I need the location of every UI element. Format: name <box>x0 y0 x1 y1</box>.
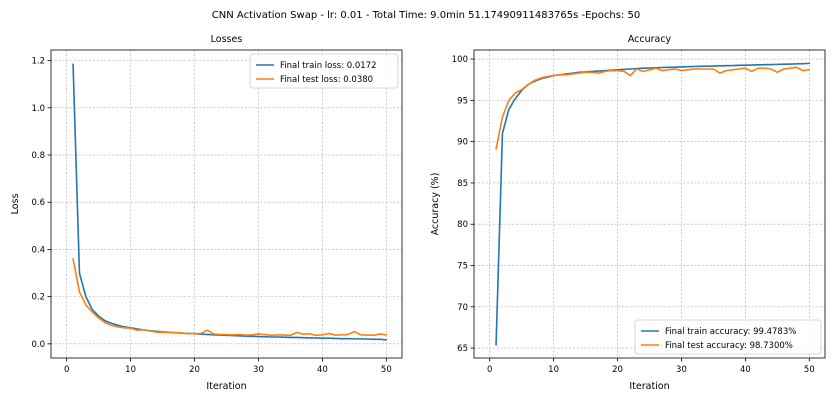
accuracy-ytick-label-4: 85 <box>457 179 468 189</box>
accuracy-ytick-label-1: 70 <box>457 303 468 313</box>
losses-xtick-label-5: 50 <box>381 365 392 375</box>
losses-series-1-line <box>72 258 388 337</box>
losses-ytick-label-5: 1.0 <box>31 104 45 114</box>
losses-xtick-label-1: 10 <box>125 365 136 375</box>
losses-panel: 0 10 20 30 40 50 0.0 0.2 0.4 0.6 0.8 1.0 1.2 Losses It… <box>10 34 403 392</box>
losses-xlabel: Iteration <box>206 381 246 392</box>
accuracy-series-1-line <box>495 66 811 150</box>
accuracy-xtick-label-4: 40 <box>740 365 751 375</box>
losses-ytick-label-2: 0.4 <box>31 245 45 255</box>
accuracy-legend-label-1: Final test accuracy: 98.7300% <box>665 341 793 351</box>
losses-ytick-label-3: 0.6 <box>31 198 45 208</box>
losses-ylabel: Loss <box>10 194 21 215</box>
accuracy-ytick-label-5: 90 <box>457 138 468 148</box>
accuracy-legend-label-0: Final train accuracy: 99.4783% <box>665 327 796 337</box>
accuracy-axes-frame <box>473 49 826 359</box>
losses-legend-label-0: Final train loss: 0.0172 <box>280 61 377 71</box>
accuracy-ytick-label-6: 95 <box>457 96 468 106</box>
accuracy-xtick-label-5: 50 <box>804 365 815 375</box>
accuracy-xlabel: Iteration <box>629 381 669 392</box>
losses-xtick-label-0: 0 <box>64 365 69 375</box>
accuracy-ytick-label-0: 65 <box>457 344 468 354</box>
accuracy-ylabel: Accuracy (%) <box>430 173 441 236</box>
losses-ytick-label-1: 0.2 <box>31 293 45 303</box>
accuracy-xtick-label-1: 10 <box>548 365 559 375</box>
losses-legend-label-1: Final test loss: 0.0380 <box>280 75 373 85</box>
losses-title: Losses <box>211 34 243 45</box>
losses-xtick-label-4: 40 <box>317 365 328 375</box>
accuracy-xtick-label-2: 20 <box>612 365 623 375</box>
accuracy-ytick-label-3: 80 <box>457 220 468 230</box>
losses-legend-box <box>249 53 399 89</box>
accuracy-ytick-label-7: 100 <box>452 55 468 65</box>
accuracy-xtick-label-3: 30 <box>676 365 687 375</box>
losses-ytick-label-4: 0.8 <box>31 151 45 161</box>
losses-xtick-label-3: 30 <box>253 365 264 375</box>
figure-suptitle: CNN Activation Swap - lr: 0.01 - Total T… <box>212 10 640 21</box>
accuracy-legend-box <box>634 319 822 355</box>
accuracy-xtick-label-0: 0 <box>487 365 492 375</box>
losses-ytick-label-0: 0.0 <box>31 340 45 350</box>
losses-legend: Final train loss: 0.0172 Final test loss:… <box>249 53 399 89</box>
losses-axes-frame <box>50 49 403 359</box>
accuracy-title: Accuracy <box>628 34 672 45</box>
accuracy-legend: Final train accuracy: 99.4783% Final test… <box>634 319 822 355</box>
losses-ytick-label-6: 1.2 <box>31 57 45 67</box>
accuracy-panel: 0 10 20 30 40 50 65 70 75 80 85 90 95 100 Accuracy Iter… <box>430 34 826 392</box>
accuracy-ytick-label-2: 75 <box>457 262 468 272</box>
losses-xtick-label-2: 20 <box>189 365 200 375</box>
